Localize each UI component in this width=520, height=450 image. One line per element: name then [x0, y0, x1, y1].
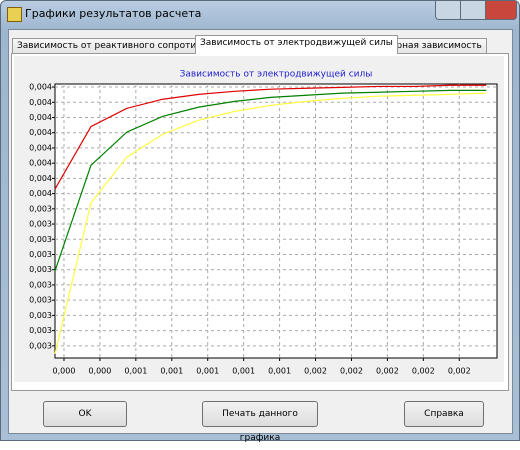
- print-button[interactable]: Печать данного графика: [202, 401, 318, 443]
- close-button[interactable]: [485, 1, 517, 20]
- client-area: Зависимость от реактивного сопротивления…: [8, 29, 513, 443]
- minimize-button[interactable]: [435, 1, 461, 20]
- tab-panel: [11, 53, 509, 391]
- help-button[interactable]: Справка: [404, 401, 484, 427]
- maximize-button[interactable]: [460, 1, 486, 20]
- app-icon: [7, 7, 22, 22]
- ok-button[interactable]: OK: [43, 401, 127, 427]
- tab-active[interactable]: Зависимость от электродвижущей силы: [195, 35, 398, 54]
- window-title: Графики результатов расчета: [25, 7, 202, 20]
